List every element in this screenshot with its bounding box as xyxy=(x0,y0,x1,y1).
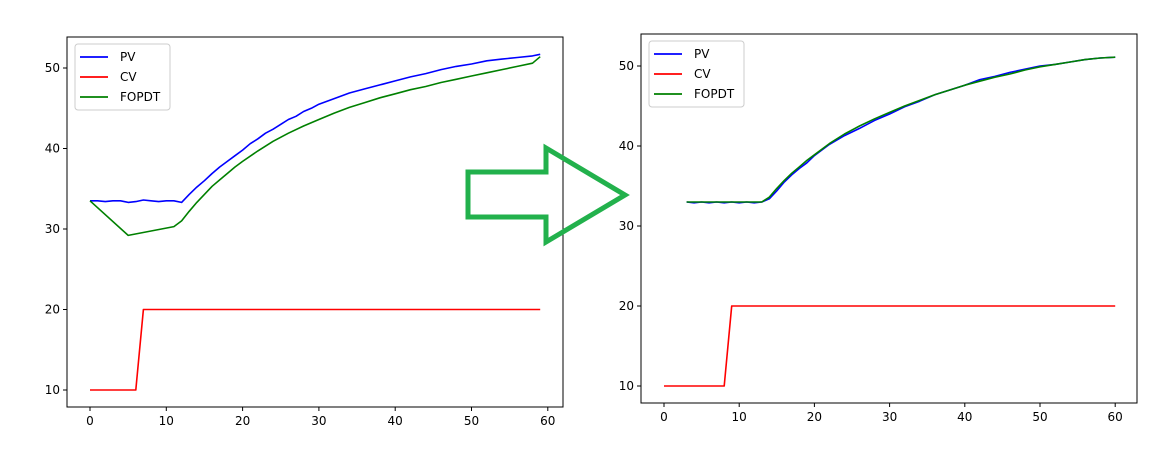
x-tick-label: 60 xyxy=(1108,410,1123,424)
x-tick-label: 40 xyxy=(388,414,403,428)
y-tick-label: 30 xyxy=(619,219,634,233)
y-tick-label: 10 xyxy=(619,379,634,393)
x-tick-label: 30 xyxy=(882,410,897,424)
series-cv xyxy=(664,305,1116,387)
legend-label: PV xyxy=(694,47,710,61)
legend-label: CV xyxy=(120,70,137,84)
legend-label: CV xyxy=(694,67,711,81)
legend-label: FOPDT xyxy=(694,87,735,101)
chart-after: 0 10 20 30 40 50 60 10 20 30 40 50 PV CV FOPDT xyxy=(619,33,1138,424)
right-arrow-icon xyxy=(465,143,630,247)
y-tick-label: 30 xyxy=(45,222,60,236)
x-tick-label: 60 xyxy=(540,414,555,428)
x-tick-label: 50 xyxy=(464,414,479,428)
x-tick-label: 50 xyxy=(1032,410,1047,424)
chart-before: 0 10 20 30 40 50 60 10 20 30 40 50 PV CV FOPDT xyxy=(45,36,564,428)
axes-frame xyxy=(66,36,564,408)
y-tick-label: 50 xyxy=(619,59,634,73)
legend: PV CV FOPDT xyxy=(648,40,745,108)
x-tick-label: 30 xyxy=(311,414,326,428)
legend: PV CV FOPDT xyxy=(74,43,171,111)
series-pv xyxy=(90,53,541,204)
y-tick-label: 20 xyxy=(45,303,60,317)
y-tick-label: 50 xyxy=(45,61,60,75)
y-tick-label: 10 xyxy=(45,383,60,397)
x-tick-label: 20 xyxy=(807,410,822,424)
x-tick-label: 10 xyxy=(732,410,747,424)
series-fopdt xyxy=(89,56,541,237)
x-tick-label: 0 xyxy=(660,410,668,424)
series-fopdt xyxy=(686,56,1116,203)
x-tick-label: 10 xyxy=(159,414,174,428)
y-tick-label: 20 xyxy=(619,299,634,313)
axes-frame xyxy=(640,33,1138,404)
x-tick-label: 0 xyxy=(86,414,94,428)
y-tick-label: 40 xyxy=(619,139,634,153)
series-cv xyxy=(90,308,541,391)
x-tick-label: 40 xyxy=(957,410,972,424)
x-tick-label: 20 xyxy=(235,414,250,428)
y-tick-label: 40 xyxy=(45,142,60,156)
legend-label: FOPDT xyxy=(120,90,161,104)
legend-label: PV xyxy=(120,50,136,64)
series-pv xyxy=(686,56,1116,204)
